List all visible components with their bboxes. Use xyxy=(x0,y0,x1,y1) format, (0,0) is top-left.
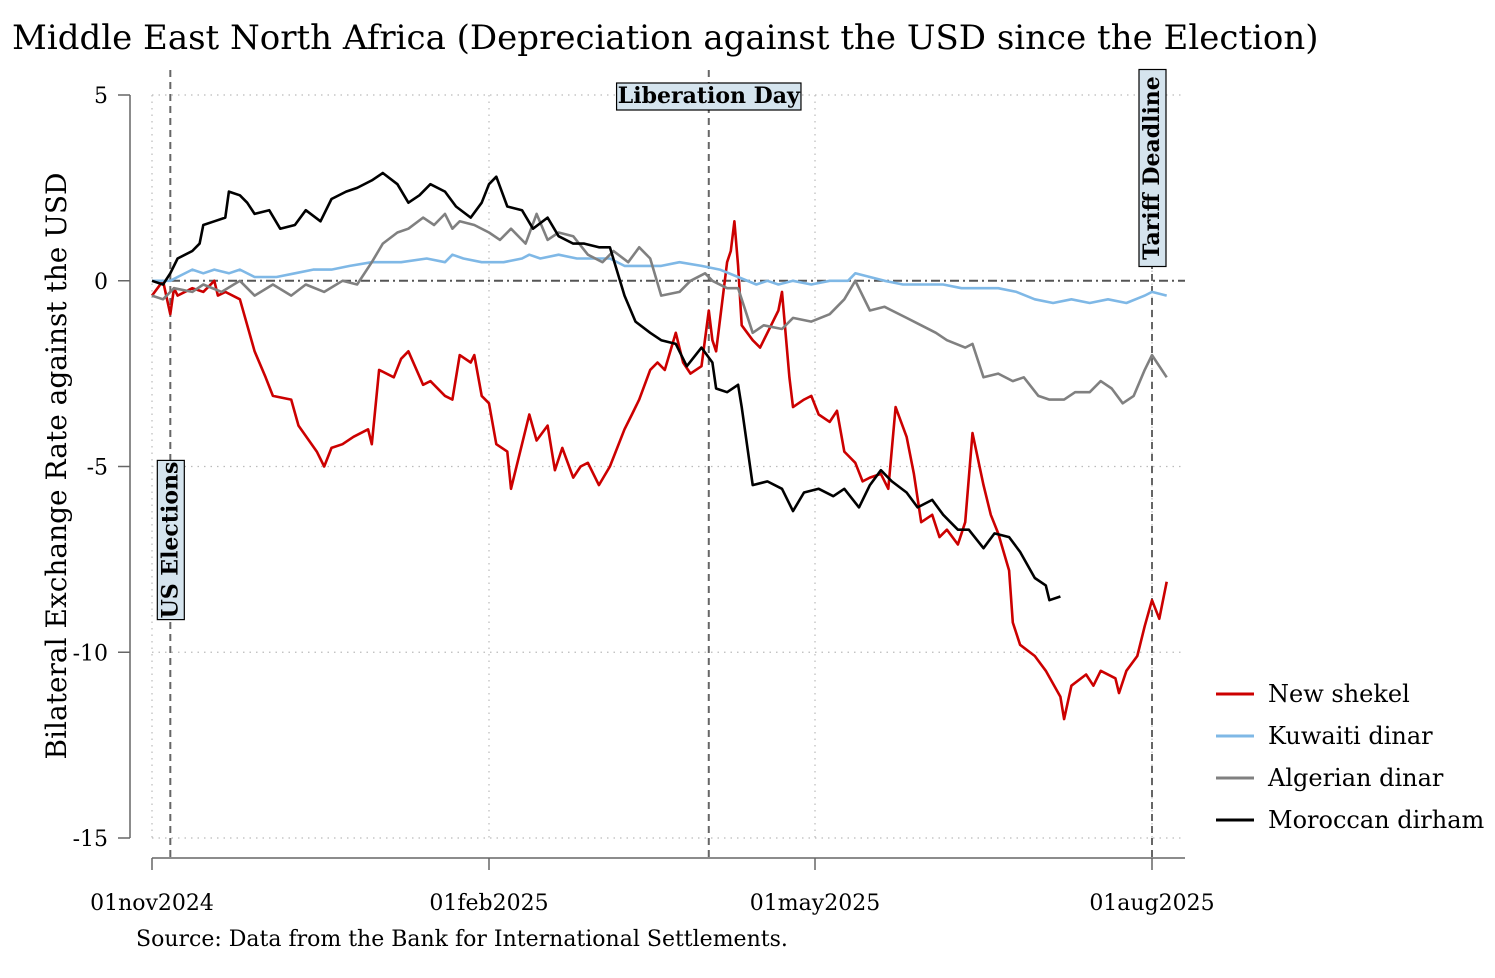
legend-label: Kuwaiti dinar xyxy=(1268,722,1433,750)
y-tick-label: -5 xyxy=(87,456,108,481)
series-line xyxy=(151,212,1168,405)
y-tick-label: -10 xyxy=(73,641,108,666)
x-tick-label: 01nov2024 xyxy=(90,891,214,916)
event-label-text: Liberation Day xyxy=(618,83,801,109)
event-label-box xyxy=(156,459,185,621)
event-labels: US Elections Liberation Day Tariff Deadlin… xyxy=(156,68,1167,621)
grid-lines xyxy=(151,94,1185,839)
y-tick-label: 0 xyxy=(94,270,108,295)
event-label-text: US Elections xyxy=(157,462,183,619)
y-axis-title: Bilateral Exchange Rate against the USD xyxy=(40,173,73,760)
series-line xyxy=(152,253,1168,305)
legend: New shekel Kuwaiti dinar Algerian dinar Mor… xyxy=(1216,680,1485,834)
event-label: Liberation Day xyxy=(615,82,802,111)
y-tick-label: -15 xyxy=(73,827,108,852)
legend-label: Algerian dinar xyxy=(1267,764,1444,792)
series-lines xyxy=(150,171,1168,721)
event-lines xyxy=(169,70,1153,860)
event-label: US Elections xyxy=(156,459,185,621)
series-line xyxy=(150,220,1168,721)
event-label-box xyxy=(1138,68,1167,268)
event-label: Tariff Deadline xyxy=(1138,68,1167,268)
x-tick-label: 01feb2025 xyxy=(429,891,548,916)
event-label-text: Tariff Deadline xyxy=(1139,76,1165,260)
x-tick-label: 01aug2025 xyxy=(1089,891,1214,916)
series-line xyxy=(151,171,1061,602)
y-tick-label: 5 xyxy=(94,84,108,109)
chart-title: Middle East North Africa (Depreciation a… xyxy=(12,18,1319,58)
x-tick-label: 01may2025 xyxy=(750,891,880,916)
legend-label: New shekel xyxy=(1268,680,1410,708)
axes: 5 0 -5 -10 -15 01nov2024 01feb2025 01may2025 01a… xyxy=(73,84,1215,916)
source-note: Source: Data from the Bank for Internati… xyxy=(136,927,788,952)
legend-label: Moroccan dirham xyxy=(1268,806,1485,834)
event-label-box xyxy=(615,82,802,111)
